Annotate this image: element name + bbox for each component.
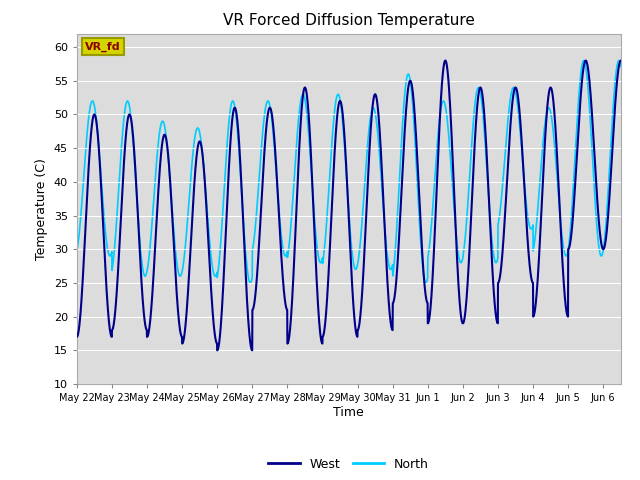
Text: VR_fd: VR_fd: [85, 41, 120, 52]
Title: VR Forced Diffusion Temperature: VR Forced Diffusion Temperature: [223, 13, 475, 28]
Y-axis label: Temperature (C): Temperature (C): [35, 158, 48, 260]
X-axis label: Time: Time: [333, 406, 364, 419]
Legend: West, North: West, North: [264, 453, 434, 476]
